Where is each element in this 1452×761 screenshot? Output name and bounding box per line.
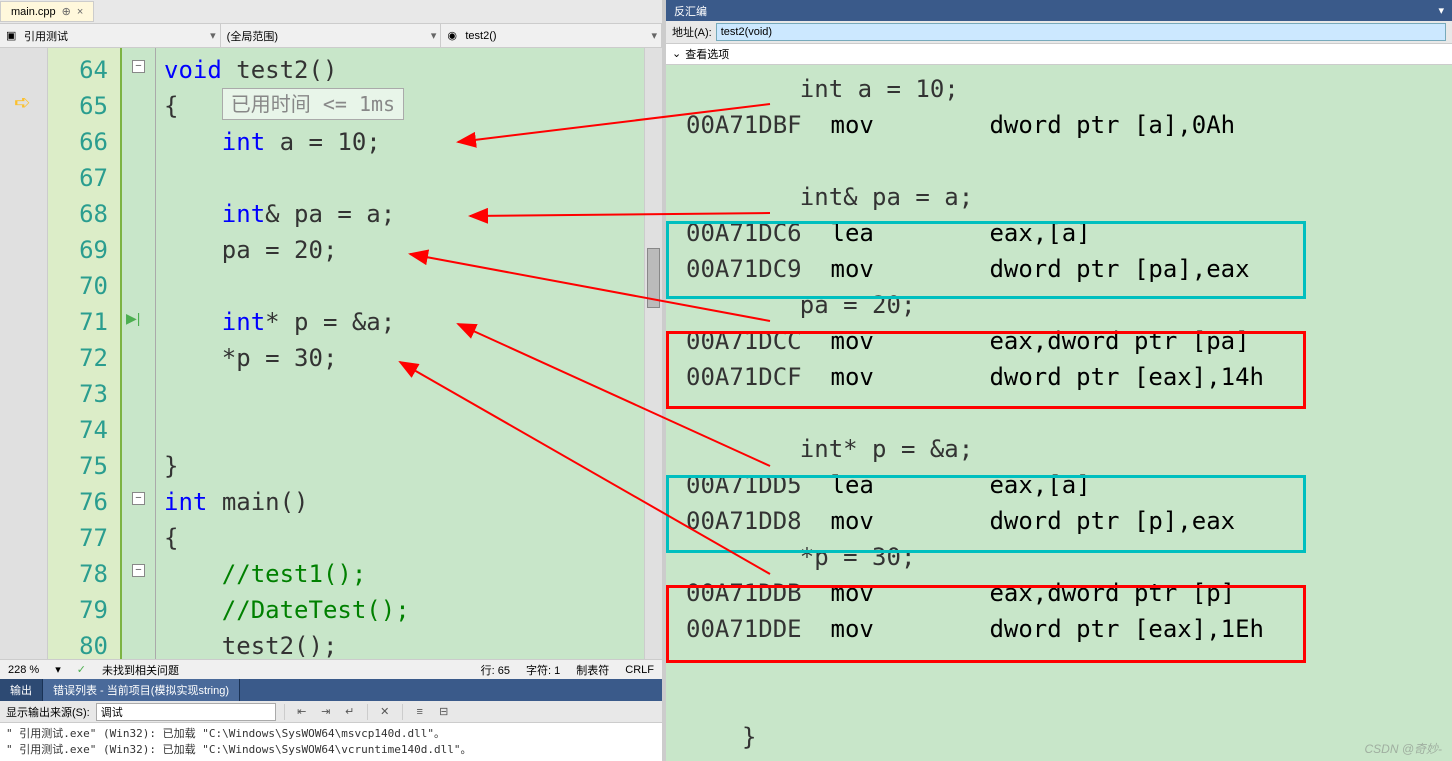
error-list-tab[interactable]: 错误列表 - 当前项目(模拟实现string) (43, 679, 240, 701)
disasm-line[interactable] (686, 395, 1432, 431)
next-icon[interactable]: ⇥ (317, 703, 335, 721)
code-line[interactable]: int* p = &a; (164, 304, 644, 340)
code-line[interactable] (164, 412, 644, 448)
disassembly-content[interactable]: int a = 10;00A71DBF mov dword ptr [a],0A… (666, 65, 1452, 761)
line-numbers: 6465666768697071727374757677787980 (48, 48, 120, 659)
output-source-select[interactable]: 调试 (96, 703, 276, 721)
project-icon: ▣ (6, 29, 20, 43)
code-line[interactable] (164, 376, 644, 412)
disasm-line[interactable]: pa = 20; (686, 287, 1432, 323)
function-icon: ◉ (447, 29, 461, 43)
editor-status-bar: 228 % ▾ ✓ 未找到相关问题 行: 65 字符: 1 制表符 CRLF (0, 659, 662, 679)
close-icon[interactable]: × (77, 6, 83, 18)
code-line[interactable] (164, 160, 644, 196)
fold-gutter: −▶|−− (120, 48, 156, 659)
disasm-line[interactable]: 00A71DC9 mov dword ptr [pa],eax (686, 251, 1432, 287)
code-line[interactable]: int main() (164, 484, 644, 520)
check-icon: ✓ (77, 663, 86, 676)
editor-area[interactable]: ➪ 6465666768697071727374757677787980 −▶|… (0, 48, 662, 659)
file-tab-label: main.cpp (11, 6, 56, 18)
disasm-line[interactable]: int* p = &a; (686, 431, 1432, 467)
tabs-indicator: 制表符 (576, 662, 609, 678)
crlf-indicator: CRLF (625, 664, 654, 676)
address-input[interactable] (716, 23, 1446, 41)
nav-dropdowns: ▣ 引用测试 (全局范围) ◉ test2() (0, 24, 662, 48)
address-label: 地址(A): (672, 24, 712, 40)
disasm-line[interactable] (686, 143, 1432, 179)
disasm-line[interactable]: 00A71DBF mov dword ptr [a],0Ah (686, 107, 1432, 143)
project-dropdown[interactable]: ▣ 引用测试 (0, 24, 221, 47)
disasm-line[interactable]: 00A71DCC mov eax,dword ptr [pa] (686, 323, 1432, 359)
goto-icon[interactable]: ↵ (341, 703, 359, 721)
output-tab[interactable]: 输出 (0, 679, 43, 701)
code-line[interactable]: } (164, 448, 644, 484)
code-line[interactable]: pa = 20; (164, 232, 644, 268)
panel-menu-icon[interactable]: ▾ (1438, 4, 1444, 17)
clear-icon[interactable]: ✕ (376, 703, 394, 721)
code-content[interactable]: void test2(){ 已用时间 <= 1ms int a = 10; in… (156, 48, 644, 659)
disasm-line[interactable]: 00A71DD5 lea eax,[a] (686, 467, 1432, 503)
code-line[interactable]: *p = 30; (164, 340, 644, 376)
disasm-line[interactable]: 00A71DCF mov dword ptr [eax],14h (686, 359, 1432, 395)
no-issues-label: 未找到相关问题 (102, 662, 179, 678)
col-indicator: 字符: 1 (526, 662, 560, 678)
scroll-thumb[interactable] (647, 248, 660, 308)
pin-icon[interactable]: ⊕ (62, 5, 71, 18)
code-line[interactable] (164, 268, 644, 304)
disasm-line[interactable]: int a = 10; (686, 71, 1432, 107)
code-line[interactable]: void test2() (164, 52, 644, 88)
code-line[interactable]: test2(); (164, 628, 644, 659)
expand-icon[interactable]: ⌄ (672, 47, 681, 60)
file-tab[interactable]: main.cpp ⊕ × (0, 1, 94, 22)
code-line[interactable]: { (164, 520, 644, 556)
zoom-level[interactable]: 228 % (8, 664, 39, 676)
margin-gutter: ➪ (0, 48, 48, 659)
output-source-label: 显示输出来源(S): (6, 704, 90, 720)
disasm-line[interactable]: 00A71DDE mov dword ptr [eax],1Eh (686, 611, 1432, 647)
disasm-title-bar: 反汇编 ▾ (666, 0, 1452, 21)
source-editor-panel: main.cpp ⊕ × ▣ 引用测试 (全局范围) ◉ test2() ➪ 6… (0, 0, 666, 761)
code-line[interactable]: int a = 10; (164, 124, 644, 160)
disasm-line[interactable]: } (686, 719, 1432, 755)
output-toolbar: 显示输出来源(S): 调试 ⇤ ⇥ ↵ ✕ ≡ ⊟ (0, 701, 662, 723)
disasm-line[interactable] (686, 647, 1432, 683)
view-options-bar[interactable]: ⌄ 查看选项 (666, 44, 1452, 65)
output-tab-bar: 输出 错误列表 - 当前项目(模拟实现string) (0, 679, 662, 701)
code-line[interactable]: { 已用时间 <= 1ms (164, 88, 644, 124)
code-line[interactable]: //DateTest(); (164, 592, 644, 628)
current-line-arrow-icon: ➪ (14, 90, 31, 115)
address-bar: 地址(A): (666, 21, 1452, 44)
prev-icon[interactable]: ⇤ (293, 703, 311, 721)
disasm-line[interactable]: 00A71DC6 lea eax,[a] (686, 215, 1432, 251)
code-line[interactable]: int& pa = a; (164, 196, 644, 232)
watermark: CSDN @奇妙- (1364, 740, 1442, 757)
scope-dropdown[interactable]: (全局范围) (221, 24, 442, 47)
disasm-line[interactable]: int& pa = a; (686, 179, 1432, 215)
code-line[interactable]: //test1(); (164, 556, 644, 592)
line-indicator: 行: 65 (481, 662, 510, 678)
wrap-icon[interactable]: ≡ (411, 703, 429, 721)
output-content[interactable]: " 引用测试.exe" (Win32): 已加载 "C:\Windows\Sys… (0, 723, 662, 761)
list-icon[interactable]: ⊟ (435, 703, 453, 721)
disasm-line[interactable]: 00A71DD8 mov dword ptr [p],eax (686, 503, 1432, 539)
function-dropdown[interactable]: ◉ test2() (441, 24, 662, 47)
editor-tab-bar: main.cpp ⊕ × (0, 0, 662, 24)
disasm-line[interactable]: 00A71DDB mov eax,dword ptr [p] (686, 575, 1432, 611)
disasm-line[interactable] (686, 683, 1432, 719)
disassembly-panel: 反汇编 ▾ 地址(A): ⌄ 查看选项 int a = 10;00A71DBF … (666, 0, 1452, 761)
disasm-line[interactable]: *p = 30; (686, 539, 1432, 575)
vertical-scrollbar[interactable] (644, 48, 662, 659)
zoom-dropdown-icon[interactable]: ▾ (55, 663, 61, 676)
